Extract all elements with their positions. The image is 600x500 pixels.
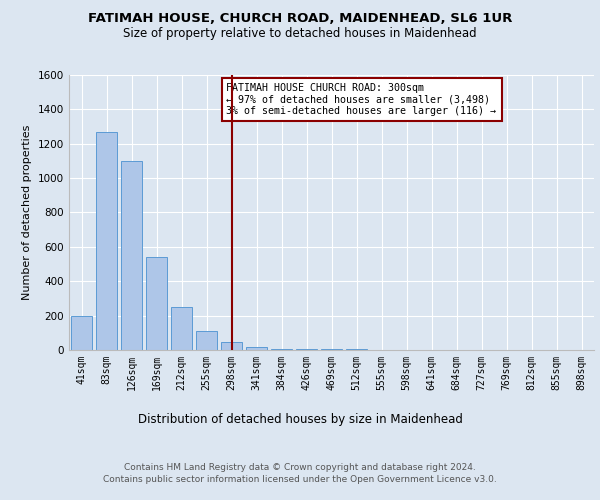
Text: Distribution of detached houses by size in Maidenhead: Distribution of detached houses by size …: [137, 412, 463, 426]
Text: Contains HM Land Registry data © Crown copyright and database right 2024.: Contains HM Land Registry data © Crown c…: [124, 462, 476, 471]
Y-axis label: Number of detached properties: Number of detached properties: [22, 125, 32, 300]
Bar: [96, 132, 117, 350]
Bar: [221, 342, 242, 350]
Bar: [171, 307, 192, 350]
Bar: [196, 331, 217, 350]
Text: Contains public sector information licensed under the Open Government Licence v3: Contains public sector information licen…: [103, 475, 497, 484]
Bar: [121, 161, 142, 350]
Text: FATIMAH HOUSE CHURCH ROAD: 300sqm
← 97% of detached houses are smaller (3,498)
3: FATIMAH HOUSE CHURCH ROAD: 300sqm ← 97% …: [227, 83, 497, 116]
Bar: [71, 316, 92, 350]
Text: Size of property relative to detached houses in Maidenhead: Size of property relative to detached ho…: [123, 28, 477, 40]
Bar: [146, 257, 167, 350]
Text: FATIMAH HOUSE, CHURCH ROAD, MAIDENHEAD, SL6 1UR: FATIMAH HOUSE, CHURCH ROAD, MAIDENHEAD, …: [88, 12, 512, 26]
Bar: [296, 349, 317, 350]
Bar: [271, 348, 292, 350]
Bar: [246, 347, 267, 350]
